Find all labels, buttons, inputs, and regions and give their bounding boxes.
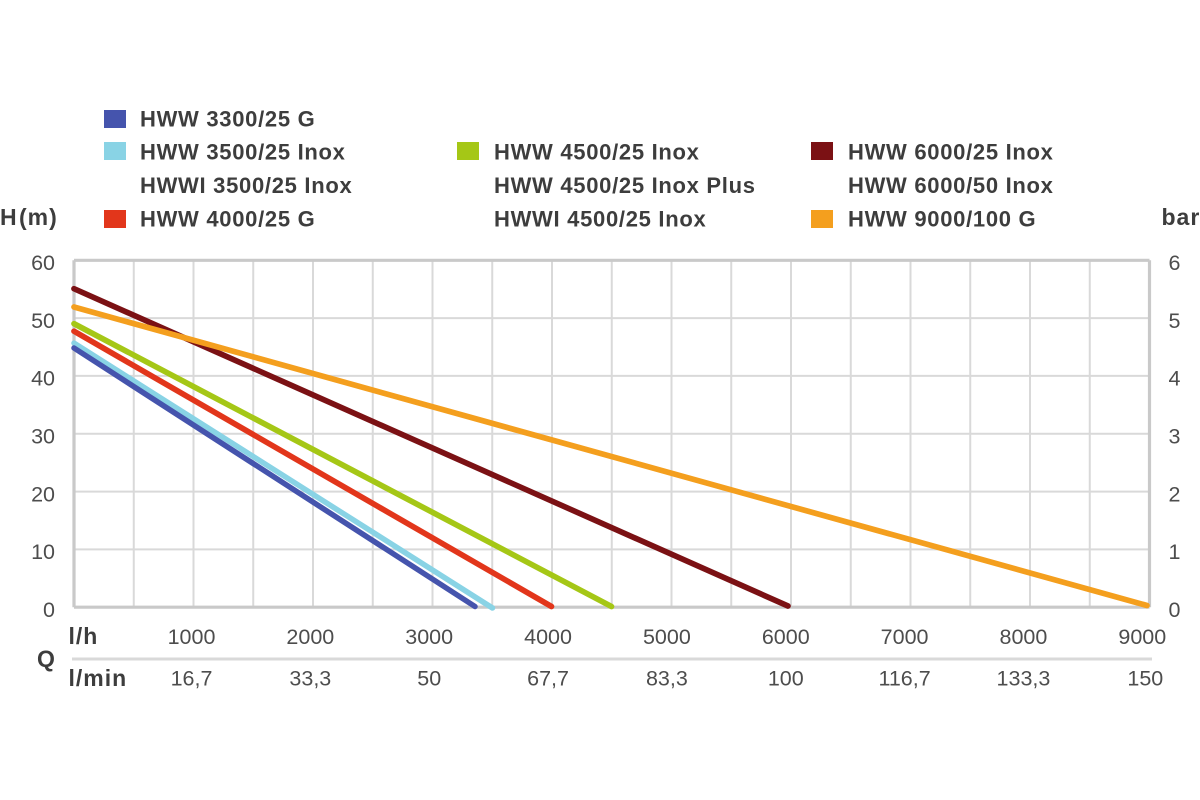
svg-text:67,7: 67,7 <box>527 667 569 691</box>
svg-text:H: H <box>0 204 18 230</box>
svg-text:5000: 5000 <box>643 625 691 649</box>
svg-text:150: 150 <box>1127 667 1163 691</box>
svg-text:100: 100 <box>768 667 804 691</box>
svg-text:4: 4 <box>1169 367 1181 391</box>
svg-text:HWW 6000/25 Inox: HWW 6000/25 Inox <box>848 140 1054 165</box>
svg-text:HWWI 4500/25 Inox: HWWI 4500/25 Inox <box>494 207 706 232</box>
svg-text:HWW 3300/25 G: HWW 3300/25 G <box>140 107 315 132</box>
svg-text:40: 40 <box>31 367 55 391</box>
svg-text:HWW 3500/25 Inox: HWW 3500/25 Inox <box>140 140 346 165</box>
svg-text:50: 50 <box>417 667 441 691</box>
svg-text:16,7: 16,7 <box>171 667 213 691</box>
svg-text:HWWI 3500/25 Inox: HWWI 3500/25 Inox <box>140 173 352 198</box>
svg-text:6: 6 <box>1169 251 1181 275</box>
svg-text:8000: 8000 <box>1000 625 1048 649</box>
svg-text:(m): (m) <box>19 204 58 230</box>
svg-text:0: 0 <box>1169 598 1181 622</box>
svg-text:50: 50 <box>31 309 55 333</box>
svg-text:5: 5 <box>1169 309 1181 333</box>
svg-text:HWW 6000/50 Inox: HWW 6000/50 Inox <box>848 173 1054 198</box>
svg-text:Q: Q <box>37 646 56 672</box>
svg-text:33,3: 33,3 <box>289 667 331 691</box>
svg-text:3: 3 <box>1169 425 1181 449</box>
svg-text:1000: 1000 <box>168 625 216 649</box>
svg-text:30: 30 <box>31 425 55 449</box>
svg-text:3000: 3000 <box>405 625 453 649</box>
svg-text:l/h: l/h <box>69 623 99 649</box>
svg-text:7000: 7000 <box>881 625 929 649</box>
svg-text:133,3: 133,3 <box>997 667 1051 691</box>
svg-text:6000: 6000 <box>762 625 810 649</box>
svg-text:l/min: l/min <box>69 665 128 691</box>
svg-text:HWW 9000/100 G: HWW 9000/100 G <box>848 207 1036 232</box>
svg-text:60: 60 <box>31 251 55 275</box>
svg-text:4000: 4000 <box>524 625 572 649</box>
svg-text:10: 10 <box>31 540 55 564</box>
svg-text:2: 2 <box>1169 482 1181 506</box>
svg-text:HWW 4500/25 Inox Plus: HWW 4500/25 Inox Plus <box>494 173 756 198</box>
svg-text:20: 20 <box>31 482 55 506</box>
svg-text:2000: 2000 <box>286 625 334 649</box>
svg-text:0: 0 <box>43 598 55 622</box>
svg-text:HWW 4000/25 G: HWW 4000/25 G <box>140 207 315 232</box>
svg-text:83,3: 83,3 <box>646 667 688 691</box>
svg-text:116,7: 116,7 <box>878 667 930 691</box>
svg-text:HWW 4500/25 Inox: HWW 4500/25 Inox <box>494 140 700 165</box>
svg-text:9000: 9000 <box>1118 625 1166 649</box>
svg-text:bar: bar <box>1162 204 1200 230</box>
svg-text:1: 1 <box>1169 540 1181 564</box>
